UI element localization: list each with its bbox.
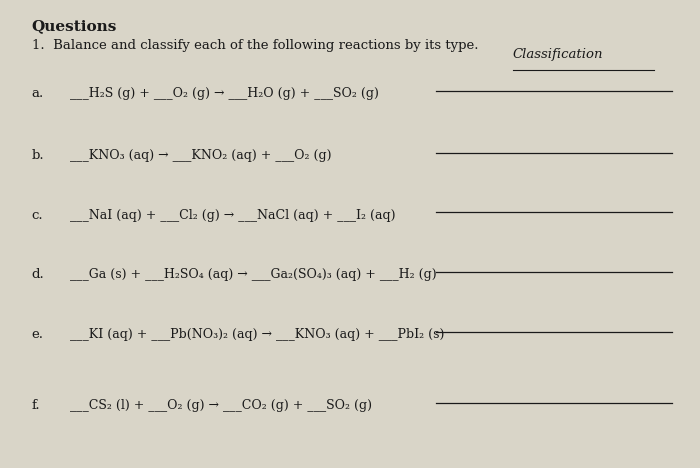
Text: Questions: Questions: [32, 19, 117, 33]
Text: f.: f.: [32, 400, 41, 412]
Text: ___Ga (s) + ___H₂SO₄ (aq) → ___Ga₂(SO₄)₃ (aq) + ___H₂ (g): ___Ga (s) + ___H₂SO₄ (aq) → ___Ga₂(SO₄)₃…: [70, 269, 437, 281]
Text: ___KI (aq) + ___Pb(NO₃)₂ (aq) → ___KNO₃ (aq) + ___PbI₂ (s): ___KI (aq) + ___Pb(NO₃)₂ (aq) → ___KNO₃ …: [70, 328, 444, 341]
Text: ___KNO₃ (aq) → ___KNO₂ (aq) + ___O₂ (g): ___KNO₃ (aq) → ___KNO₂ (aq) + ___O₂ (g): [70, 149, 331, 162]
Text: e.: e.: [32, 328, 44, 341]
Text: c.: c.: [32, 209, 43, 222]
Text: ___CS₂ (l) + ___O₂ (g) → ___CO₂ (g) + ___SO₂ (g): ___CS₂ (l) + ___O₂ (g) → ___CO₂ (g) + __…: [70, 400, 372, 412]
Text: Classification: Classification: [512, 48, 603, 61]
Text: 1.  Balance and classify each of the following reactions by its type.: 1. Balance and classify each of the foll…: [32, 39, 478, 51]
Text: d.: d.: [32, 269, 45, 281]
Text: b.: b.: [32, 149, 45, 162]
Text: ___H₂S (g) + ___O₂ (g) → ___H₂O (g) + ___SO₂ (g): ___H₂S (g) + ___O₂ (g) → ___H₂O (g) + __…: [70, 87, 379, 100]
Text: ___NaI (aq) + ___Cl₂ (g) → ___NaCl (aq) + ___I₂ (aq): ___NaI (aq) + ___Cl₂ (g) → ___NaCl (aq) …: [70, 209, 396, 222]
Text: a.: a.: [32, 87, 44, 100]
